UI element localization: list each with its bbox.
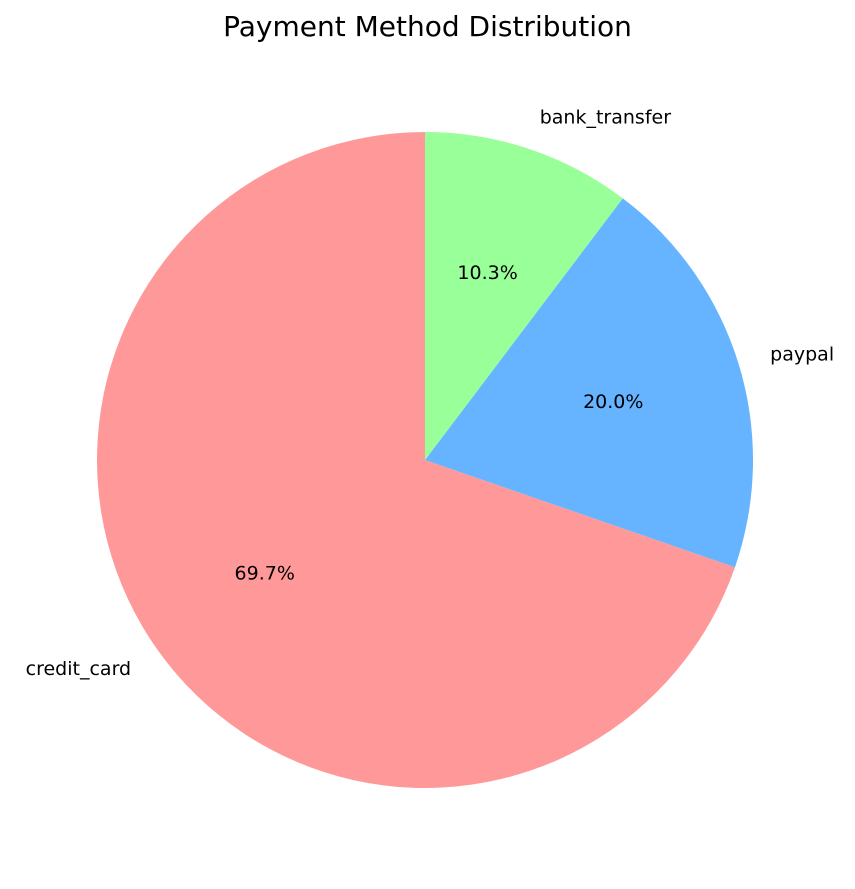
slice-label-paypal: paypal [770,343,834,365]
slice-percent-bank-transfer: 10.3% [457,262,517,284]
slice-label-credit-card: credit_card [26,658,131,680]
pie-slice-credit-card [96,132,735,788]
pie-slices [96,132,753,788]
slice-percent-credit-card: 69.7% [235,563,295,585]
slice-label-bank-transfer: bank_transfer [540,106,671,128]
slice-percent-paypal: 20.0% [583,391,643,413]
pie-slice-paypal [425,198,753,568]
pie-slice-bank-transfer [425,132,623,460]
pie-labels: credit_card 69.7% paypal 20.0% bank_transfer… [26,106,834,679]
chart-title: Payment Method Distribution [223,10,632,43]
